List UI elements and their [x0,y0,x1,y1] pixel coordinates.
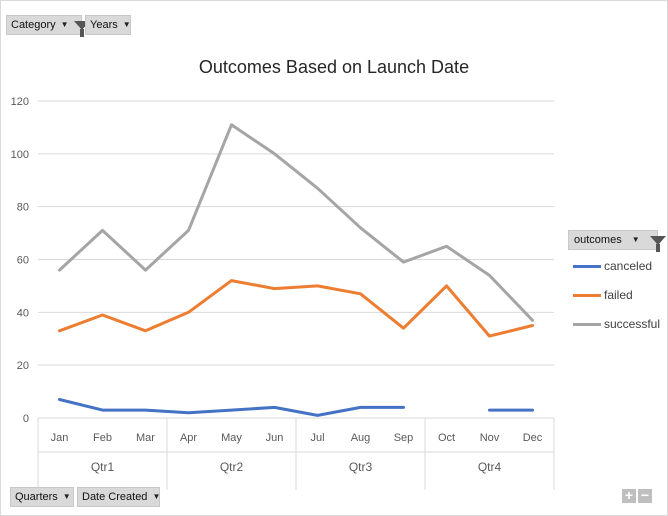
x-tick-label: Mar [136,432,155,444]
legend-label-failed: failed [604,288,633,302]
date-created-field-button[interactable]: Date Created ▼ [77,487,160,507]
dropdown-arrow-icon: ▼ [631,235,640,244]
x-group-label: Qtr2 [220,460,244,474]
collapse-button[interactable]: − [638,488,652,503]
quarters-field-button[interactable]: Quarters ▼ [10,487,74,507]
dropdown-arrow-icon: ▼ [152,492,161,501]
y-tick-label: 120 [11,96,29,108]
category-filter-button[interactable]: Category ▼ [6,15,90,37]
y-tick-label: 0 [23,413,29,425]
y-tick-label: 20 [17,360,29,372]
y-tick-label: 80 [17,202,29,214]
x-group-label: Qtr3 [349,460,373,474]
outcomes-legend-filter-button[interactable]: outcomes ▼ [568,230,666,252]
x-tick-label: Oct [438,432,455,444]
legend-label-successful: successful [604,317,661,331]
years-filter-button[interactable]: Years ▼ [85,15,131,35]
filter-funnel-icon [73,20,90,37]
series-line-successful [58,123,534,322]
expand-button[interactable]: + [622,488,636,503]
series-line-canceled [58,398,534,417]
x-tick-label: Apr [180,432,197,444]
expand-collapse-controls: + − [622,488,652,503]
legend-item-canceled: canceled [573,258,652,274]
dropdown-arrow-icon: ▼ [62,492,71,501]
dropdown-arrow-icon: ▼ [60,20,69,29]
legend-swatch-successful [573,322,601,326]
legend-swatch-canceled [573,264,601,268]
x-tick-label: May [221,432,242,444]
legend-item-successful: successful [573,316,660,332]
outcomes-legend-label: outcomes [574,234,622,246]
x-tick-label: Aug [351,432,371,444]
x-tick-label: Feb [93,432,112,444]
legend-label-canceled: canceled [604,259,653,273]
x-tick-label: Nov [480,432,500,444]
y-tick-label: 40 [17,307,29,319]
legend-swatch-failed [573,293,601,297]
x-tick-label: Dec [523,432,543,444]
y-tick-label: 100 [11,149,29,161]
x-tick-label: Sep [394,432,414,444]
x-tick-label: Jun [266,432,284,444]
x-group-label: Qtr4 [478,460,502,474]
x-tick-label: Jul [310,432,324,444]
dropdown-arrow-icon: ▼ [122,20,131,29]
filter-funnel-icon [649,235,666,252]
chart-title: Outcomes Based on Launch Date [199,57,469,77]
years-filter-label: Years [90,19,118,31]
quarters-field-label: Quarters [15,491,58,503]
series-line-failed [58,279,534,338]
x-group-label: Qtr1 [91,460,115,474]
y-tick-label: 60 [17,255,29,267]
date-created-field-label: Date Created [82,491,148,503]
legend-item-failed: failed [573,287,633,303]
category-filter-label: Category [11,19,56,31]
x-tick-label: Jan [51,432,69,444]
